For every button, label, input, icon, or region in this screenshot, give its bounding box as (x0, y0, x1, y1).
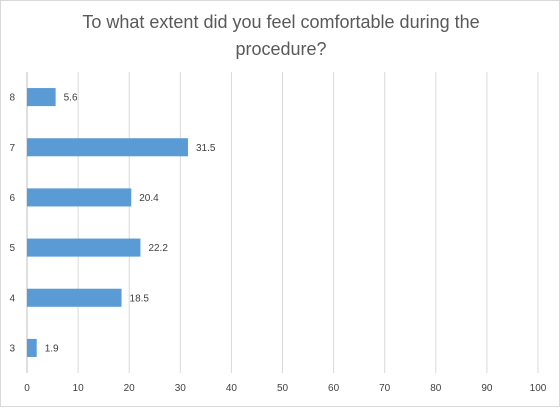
chart-title: To what extent did you feel comfortable … (82, 12, 480, 59)
data-label: 22.2 (148, 243, 168, 254)
x-tick-label: 80 (430, 383, 442, 394)
x-tick-label: 0 (24, 383, 30, 394)
data-label: 20.4 (139, 193, 159, 204)
y-tick-label: 4 (9, 293, 15, 304)
label-layer: 0 10 20 30 40 50 60 70 80 90 100 8 5.6 7 31.5 6 20.4 5 22.… (9, 93, 546, 394)
bar-4 (27, 288, 122, 307)
x-tick-label: 90 (481, 383, 493, 394)
x-tick-label: 10 (73, 383, 85, 394)
y-tick-label: 3 (9, 343, 15, 354)
data-label: 31.5 (196, 143, 216, 154)
y-tick-label: 6 (9, 193, 15, 204)
x-tick-label: 40 (226, 383, 238, 394)
x-tick-label: 30 (175, 383, 187, 394)
y-tick-label: 7 (9, 143, 15, 154)
bar-6 (27, 188, 132, 207)
bar-layer (27, 88, 188, 357)
x-tick-label: 20 (124, 383, 136, 394)
data-label: 5.6 (64, 93, 78, 104)
grid-layer (26, 72, 539, 373)
bar-3 (27, 338, 37, 357)
x-tick-label: 100 (530, 383, 547, 394)
bar-8 (27, 88, 56, 107)
y-tick-label: 8 (9, 93, 15, 104)
bar-7 (27, 138, 188, 157)
x-tick-label: 70 (379, 383, 391, 394)
data-label: 18.5 (130, 293, 150, 304)
data-label: 1.9 (45, 343, 59, 354)
x-tick-label: 50 (277, 383, 289, 394)
y-tick-label: 5 (9, 243, 15, 254)
bar-5 (27, 238, 141, 257)
x-tick-label: 60 (328, 383, 340, 394)
